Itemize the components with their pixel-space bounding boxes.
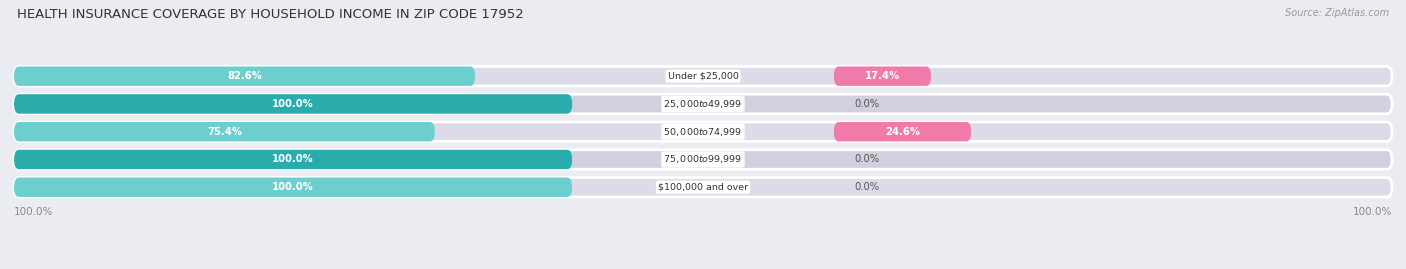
FancyBboxPatch shape bbox=[834, 66, 931, 86]
FancyBboxPatch shape bbox=[14, 122, 434, 141]
Text: 100.0%: 100.0% bbox=[273, 154, 314, 164]
Text: 0.0%: 0.0% bbox=[855, 154, 880, 164]
FancyBboxPatch shape bbox=[14, 94, 572, 114]
Text: 0.0%: 0.0% bbox=[855, 182, 880, 192]
Text: 100.0%: 100.0% bbox=[14, 207, 53, 217]
Text: 17.4%: 17.4% bbox=[865, 71, 900, 81]
Text: 100.0%: 100.0% bbox=[273, 182, 314, 192]
FancyBboxPatch shape bbox=[14, 94, 1392, 114]
Text: 100.0%: 100.0% bbox=[273, 99, 314, 109]
FancyBboxPatch shape bbox=[14, 66, 1392, 86]
Text: 24.6%: 24.6% bbox=[884, 127, 920, 137]
FancyBboxPatch shape bbox=[14, 150, 572, 169]
Text: HEALTH INSURANCE COVERAGE BY HOUSEHOLD INCOME IN ZIP CODE 17952: HEALTH INSURANCE COVERAGE BY HOUSEHOLD I… bbox=[17, 8, 523, 21]
Text: $50,000 to $74,999: $50,000 to $74,999 bbox=[664, 126, 742, 138]
Text: 100.0%: 100.0% bbox=[1353, 207, 1392, 217]
Text: $25,000 to $49,999: $25,000 to $49,999 bbox=[664, 98, 742, 110]
FancyBboxPatch shape bbox=[14, 150, 1392, 169]
Text: 82.6%: 82.6% bbox=[228, 71, 262, 81]
Text: Source: ZipAtlas.com: Source: ZipAtlas.com bbox=[1285, 8, 1389, 18]
FancyBboxPatch shape bbox=[14, 178, 1392, 197]
Text: $100,000 and over: $100,000 and over bbox=[658, 183, 748, 192]
Text: $75,000 to $99,999: $75,000 to $99,999 bbox=[664, 154, 742, 165]
FancyBboxPatch shape bbox=[14, 122, 1392, 141]
FancyBboxPatch shape bbox=[14, 66, 475, 86]
Text: Under $25,000: Under $25,000 bbox=[668, 72, 738, 81]
FancyBboxPatch shape bbox=[834, 122, 972, 141]
FancyBboxPatch shape bbox=[14, 178, 572, 197]
Text: 75.4%: 75.4% bbox=[207, 127, 242, 137]
Text: 0.0%: 0.0% bbox=[855, 99, 880, 109]
